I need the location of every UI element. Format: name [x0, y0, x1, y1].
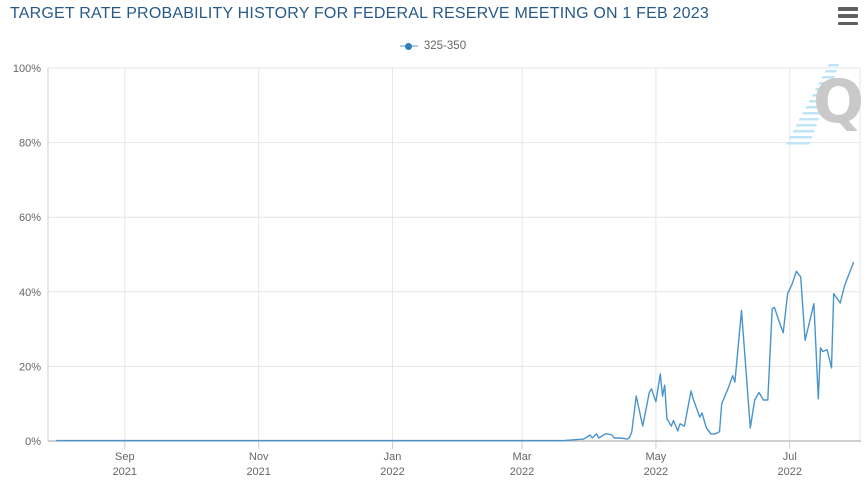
x-axis-label-month: Nov [249, 451, 269, 463]
series-line-325-350[interactable] [56, 262, 855, 442]
legend-label: 325-350 [423, 40, 467, 52]
x-axis-label-month: Mar [513, 451, 532, 463]
export-menu-button[interactable] [838, 7, 858, 25]
x-axis-label-year: 2021 [246, 466, 270, 478]
y-axis-label: 60% [19, 212, 41, 224]
page-title: TARGET RATE PROBABILITY HISTORY FOR FEDE… [10, 5, 709, 22]
x-axis-label-month: May [646, 451, 667, 463]
hamburger-icon [838, 7, 858, 11]
x-axis-label-year: 2022 [644, 466, 668, 478]
hamburger-icon [838, 21, 858, 25]
series-marker-icon [399, 42, 418, 50]
x-axis-label-year: 2022 [778, 466, 802, 478]
x-axis-label-year: 2021 [113, 466, 137, 478]
y-axis-label: 0% [25, 436, 41, 448]
y-axis-label: 20% [19, 361, 41, 373]
y-axis-label: 80% [19, 138, 41, 150]
x-axis-label-month: Jul [783, 451, 797, 463]
x-axis-label-month: Jan [384, 451, 402, 463]
y-axis-label: 40% [19, 287, 41, 299]
hamburger-icon [838, 14, 858, 18]
x-axis-label-year: 2022 [510, 466, 534, 478]
x-axis-label-year: 2022 [380, 466, 404, 478]
legend-item[interactable]: 325-350 [0, 40, 866, 52]
x-axis-label-month: Sep [115, 451, 135, 463]
y-axis-label: 100% [13, 63, 41, 75]
